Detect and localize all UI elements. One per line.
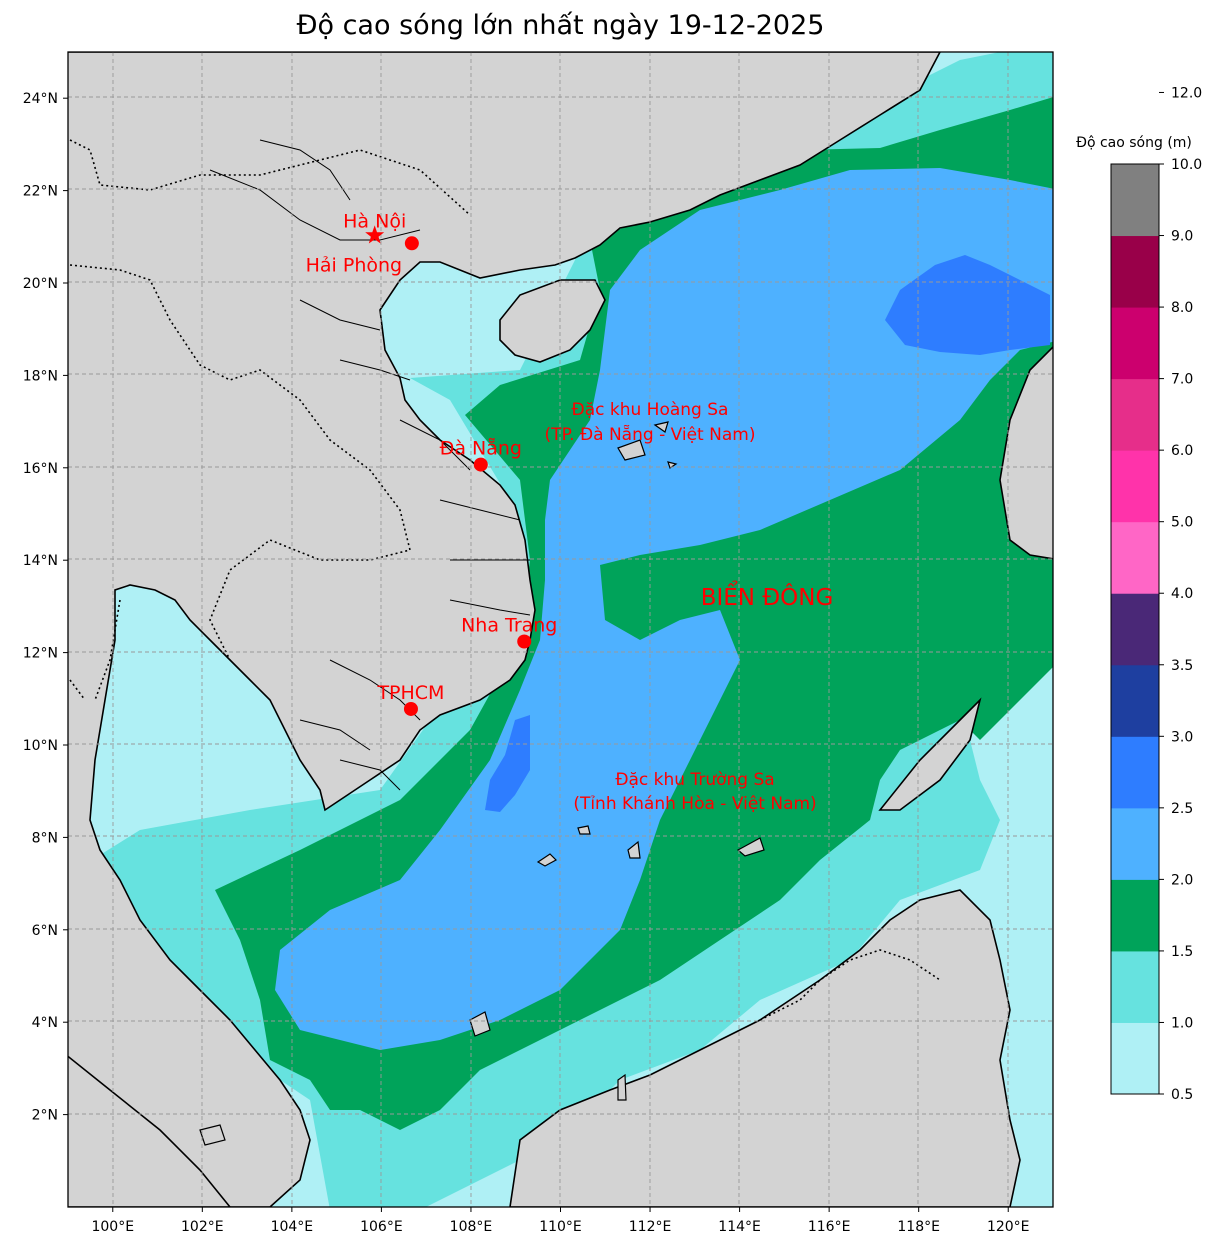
lon-tick-label: 120°E [987,1219,1030,1235]
colorbar-segment [1111,664,1159,737]
colorbar-segment [1111,235,1159,308]
sea-band-3.0-3.5-south [485,715,530,812]
lon-tick-label: 112°E [629,1219,672,1235]
colorbar-segment [1111,1022,1159,1095]
sea-band-2.0-2.5 [275,168,1053,1050]
colorbar-segment [1111,736,1159,809]
sea-band-3.0-3.5-north [885,255,1050,355]
colorbar-segment [1111,521,1159,594]
country-borders [69,139,941,1021]
city-label: Nha Trang [461,615,557,637]
lat-tick-label: 10°N [23,738,58,754]
city-label: Đà Nẵng [440,437,522,460]
hainan-island [499,279,606,363]
islands [199,421,765,1146]
lon-tick-label: 116°E [808,1219,851,1235]
lat-tick-label: 22°N [23,184,58,200]
lon-tick-label: 114°E [718,1219,761,1235]
latitude-ticks: 2°N 4°N 6°N 8°N 10°N 12°N 14°N 16°N 18°N 20°N 22°N… [23,91,68,1124]
longitude-ticks: 100°E 102°E 104°E 106°E 108°E 110°E 112°E 114°E… [91,1207,1030,1235]
colorbar-tick-label: 1.0 [1171,1015,1193,1031]
colorbar-tick-label: 10.0 [1171,157,1202,173]
hoang-sa-label: Đặc khu Hoàng Sa [572,400,729,420]
colorbar-segment [1111,450,1159,523]
lat-tick-label: 24°N [23,91,58,107]
colorbar-tick-label: 3.5 [1171,658,1193,674]
colorbar-segment [1111,378,1159,451]
city-label: Hà Nội [343,210,406,232]
city-marker [473,457,488,472]
sumatra-island [68,1055,232,1207]
colorbar-tick-label: 12.0 [1171,85,1202,101]
colorbar-tick-label: 3.0 [1171,729,1193,745]
lat-tick-label: 20°N [23,276,58,292]
colorbar-tick-label: 0.5 [1171,1087,1193,1103]
truong-sa-label: Đặc khu Trường Sa [615,770,774,790]
gridlines [68,52,1053,1207]
colorbar-tick-label: 9.0 [1171,229,1193,245]
colorbar-segment [1111,879,1159,952]
colorbar-segment [1111,307,1159,380]
colorbar-frame [1110,163,1160,1095]
province-borders [209,139,531,791]
bien-dong-label: BIỂN ĐÔNG [701,581,834,611]
colorbar: 0.5 1.0 1.5 2.0 2.5 3.0 3.5 4.0 5.0 6.0 7.0 8.0 9.0 1… [1110,85,1202,1103]
city-marker [404,236,419,251]
lat-tick-label: 8°N [32,830,58,846]
luzon-island [999,345,1053,560]
place-markers: Hà Nội Hải Phòng Đà Nẵng Nha Trang TPHCM [306,210,557,716]
colorbar-title: Độ cao sóng (m) [1076,135,1192,151]
lon-tick-label: 110°E [539,1219,582,1235]
lat-tick-label: 6°N [32,923,58,939]
city-label: Hải Phòng [306,254,402,276]
city-label: TPHCM [376,682,444,704]
lat-tick-label: 14°N [23,553,58,569]
hoang-sa-sublabel: (TP. Đà Nẵng - Việt Nam) [545,424,756,445]
lat-tick-label: 4°N [32,1015,58,1031]
land [68,52,1053,1207]
colorbar-segment [1111,593,1159,666]
truong-sa-sublabel: (Tỉnh Khánh Hòa - Việt Nam) [573,794,816,814]
colorbar-tick-label: 4.0 [1171,586,1193,602]
lon-tick-label: 106°E [360,1219,403,1235]
colorbar-tick-label: 2.5 [1171,801,1193,817]
lon-tick-label: 102°E [181,1219,224,1235]
map-title: Độ cao sóng lớn nhất ngày 19-12-2025 [296,10,825,41]
lat-tick-label: 2°N [32,1108,58,1124]
colorbar-tick-label: 8.0 [1171,300,1193,316]
colorbar-tick-label: 2.0 [1171,872,1193,888]
colorbar-tick-label: 6.0 [1171,443,1193,459]
city-marker [403,701,418,716]
colorbar-segment [1111,950,1159,1023]
lat-tick-label: 12°N [23,646,58,662]
lon-tick-label: 100°E [91,1219,134,1235]
capital-star-marker [365,225,385,244]
colorbar-tick-label: 7.0 [1171,372,1193,388]
lon-tick-label: 108°E [450,1219,493,1235]
mainland-asia [68,52,941,1207]
colorbar-tick-label: 1.5 [1171,944,1193,960]
lon-tick-label: 118°E [897,1219,940,1235]
colorbar-tick-label: 5.0 [1171,515,1193,531]
lat-tick-label: 18°N [23,368,58,384]
colorbar-segment [1111,164,1159,237]
colorbar-segment [1111,807,1159,880]
map-area: Hà Nội Hải Phòng Đà Nẵng Nha Trang TPHCM Đặc… [68,52,1053,1207]
lat-tick-label: 16°N [23,461,58,477]
city-marker [517,634,532,649]
palawan-island [878,697,982,811]
lon-tick-label: 104°E [271,1219,314,1235]
